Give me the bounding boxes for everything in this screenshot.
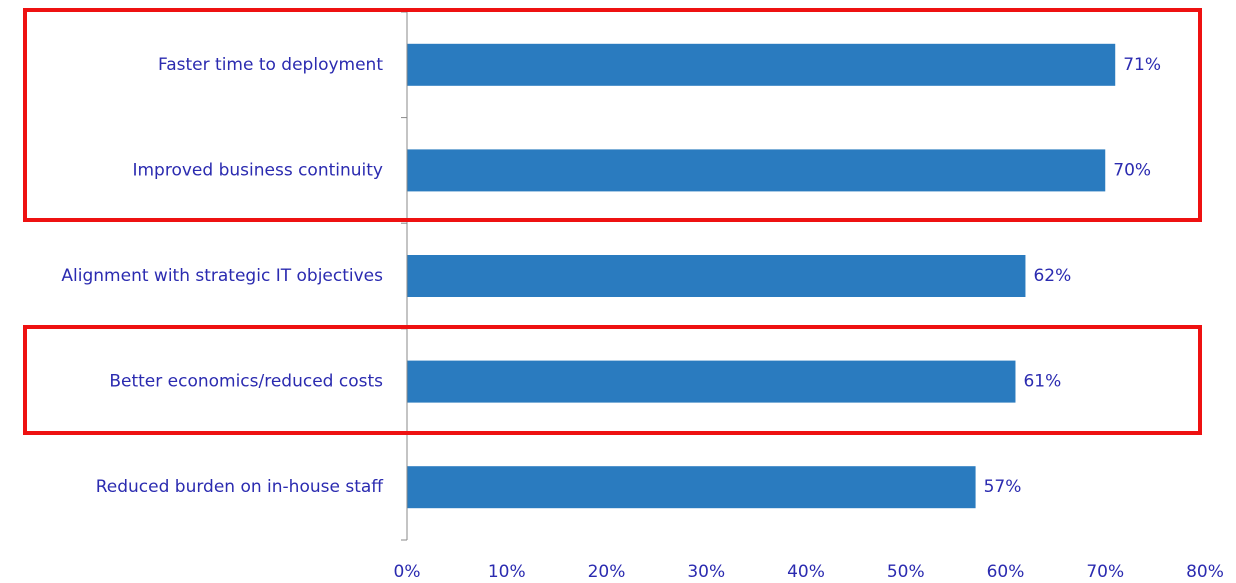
x-tick-label: 50% bbox=[887, 562, 925, 582]
bar bbox=[407, 466, 976, 509]
highlight-box bbox=[23, 8, 1202, 222]
x-tick-label: 70% bbox=[1086, 562, 1124, 582]
x-tick-label: 60% bbox=[987, 562, 1025, 582]
bar bbox=[407, 255, 1026, 297]
bar bbox=[407, 43, 1116, 86]
y-tick-label: Faster time to deployment bbox=[158, 55, 383, 75]
x-tick-label: 0% bbox=[394, 562, 421, 582]
highlight-box bbox=[23, 325, 1202, 435]
y-tick-label: Alignment with strategic IT objectives bbox=[61, 266, 383, 286]
bar bbox=[407, 360, 1016, 403]
value-label: 71% bbox=[1123, 55, 1161, 75]
bar bbox=[407, 149, 1106, 192]
value-label: 57% bbox=[984, 477, 1022, 497]
y-tick-label: Improved business continuity bbox=[132, 160, 383, 180]
x-tick-label: 20% bbox=[588, 562, 626, 582]
y-tick-label: Reduced burden on in-house staff bbox=[96, 477, 385, 497]
x-tick-label: 10% bbox=[488, 562, 526, 582]
value-label: 62% bbox=[1033, 266, 1071, 286]
x-tick-label: 80% bbox=[1186, 562, 1224, 582]
y-tick-label: Better economics/reduced costs bbox=[109, 372, 383, 392]
value-label: 70% bbox=[1113, 160, 1151, 180]
x-tick-label: 30% bbox=[687, 562, 725, 582]
value-label: 61% bbox=[1023, 372, 1061, 392]
x-tick-label: 40% bbox=[787, 562, 825, 582]
